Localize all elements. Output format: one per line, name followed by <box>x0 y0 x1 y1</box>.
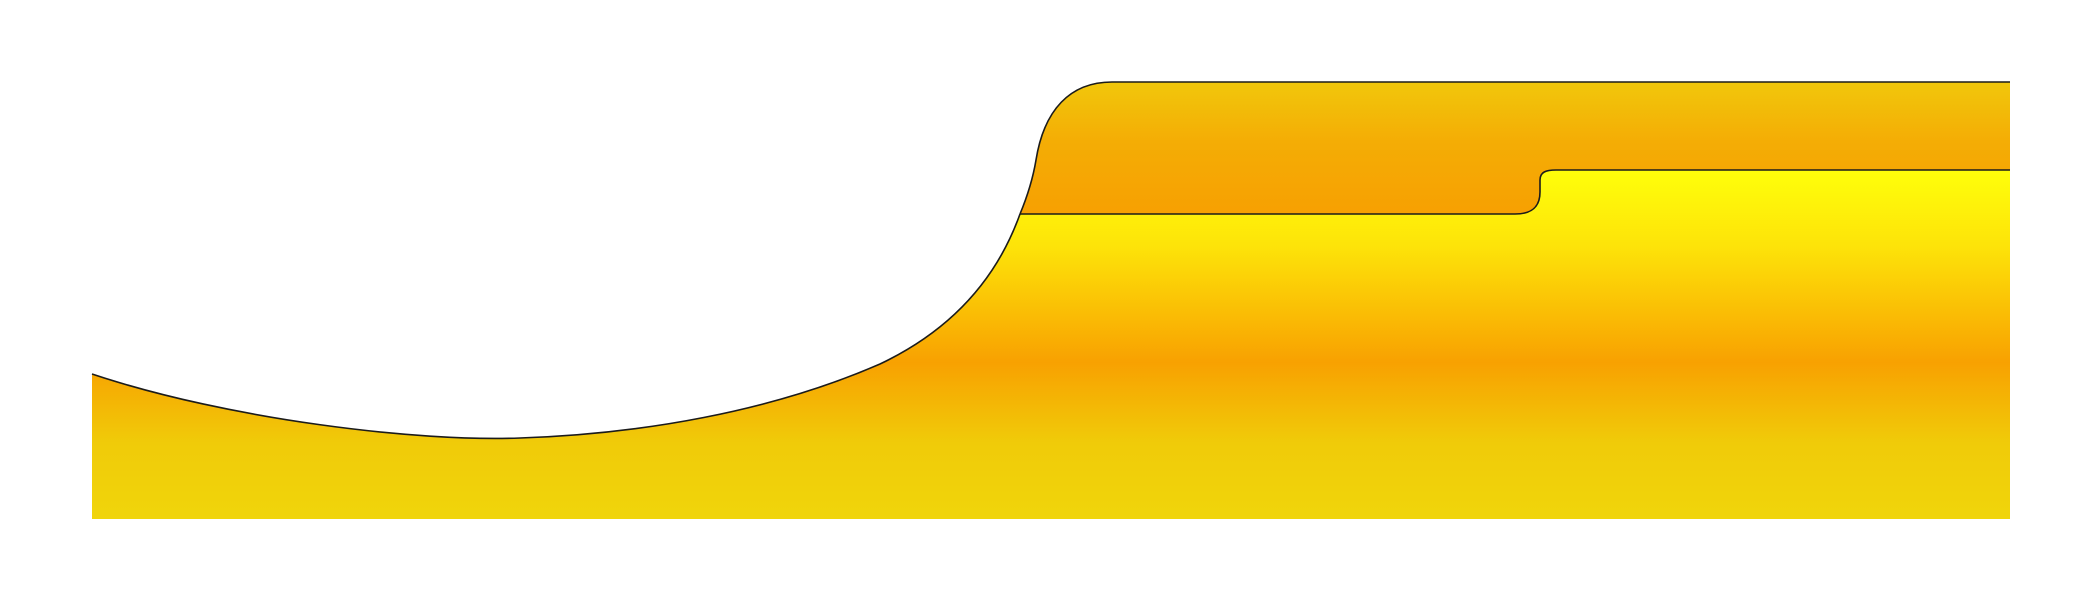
upper-tab-shape <box>1020 82 2010 214</box>
wave-outline <box>91 213 1021 440</box>
lower-body-shape <box>92 170 2010 519</box>
tab-top-outline <box>1019 81 2010 215</box>
tab-bottom-outline <box>1020 169 2010 215</box>
